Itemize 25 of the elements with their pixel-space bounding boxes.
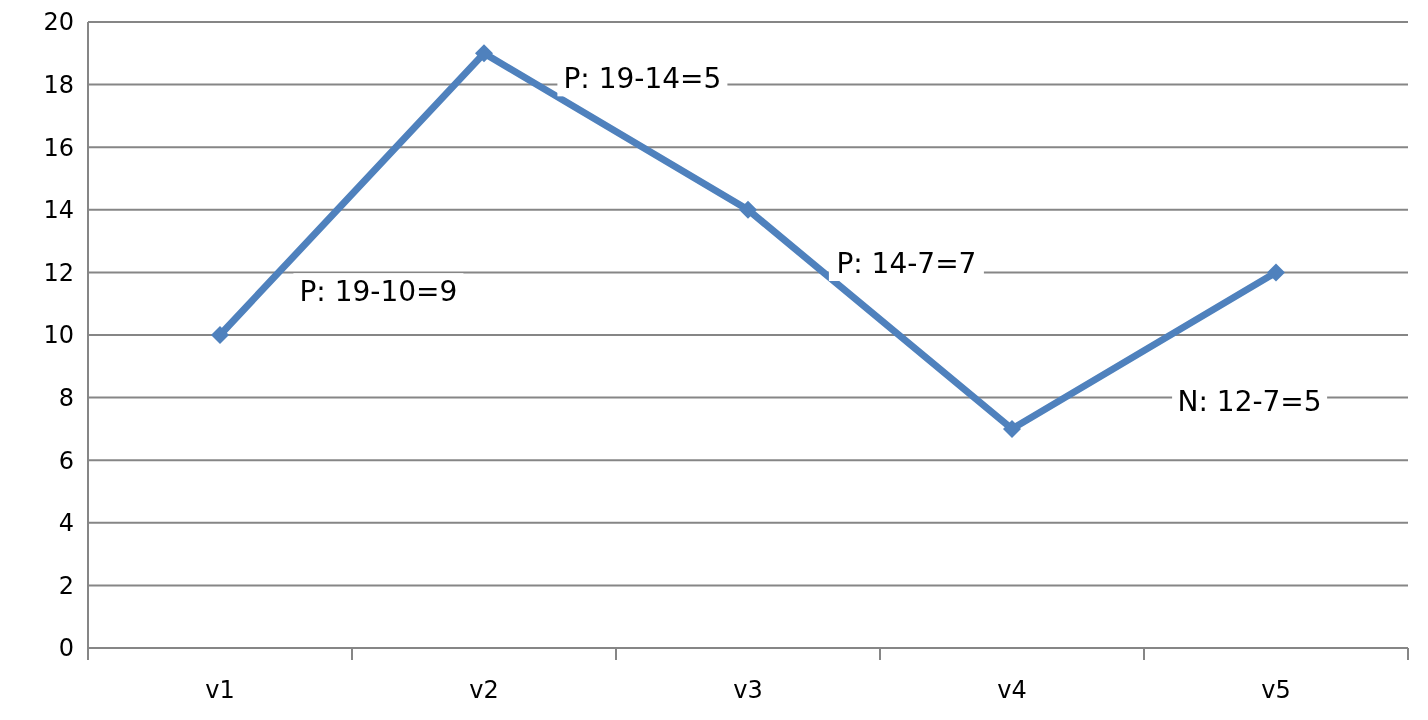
annotation: P: 19-14=5	[563, 62, 722, 96]
annotation: P: 14-7=7	[836, 246, 977, 280]
y-tick-label: 4	[58, 509, 74, 538]
y-tick-label: 14	[43, 196, 74, 225]
y-tick-label: 16	[43, 133, 74, 162]
y-tick-label: 12	[43, 258, 74, 287]
x-tick-label: v5	[1261, 676, 1291, 704]
point	[475, 44, 493, 63]
y-tick-label: 0	[58, 634, 74, 663]
y-tick-label: 8	[58, 384, 74, 412]
point	[211, 326, 229, 344]
x-tick-label: v2	[469, 676, 499, 704]
annotation: P: 19-10=9	[299, 274, 458, 308]
x-tick-label: v1	[205, 676, 235, 704]
y-tick-label: 18	[43, 71, 74, 99]
x-tick-label: v4	[997, 676, 1027, 704]
y-tick-label: 2	[58, 571, 74, 600]
annotation: N: 12-7=5	[1177, 384, 1322, 418]
point	[1267, 263, 1285, 282]
y-tick-label: 20	[43, 8, 74, 37]
point	[739, 200, 757, 219]
x-tick-label: v3	[733, 676, 763, 704]
point	[1003, 419, 1021, 438]
y-tick-label: 10	[43, 321, 74, 350]
y-tick-label: 6	[58, 446, 74, 475]
